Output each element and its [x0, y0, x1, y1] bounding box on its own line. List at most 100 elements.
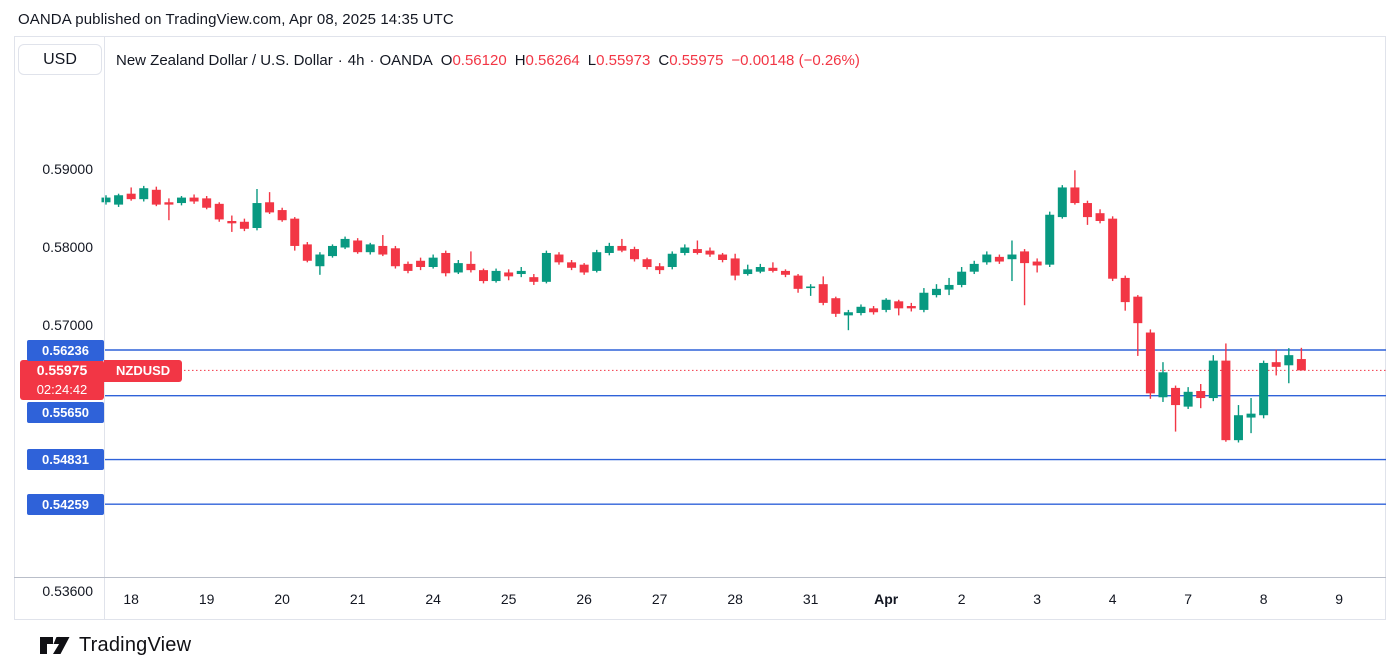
- x-axis-tick: 2: [957, 591, 966, 607]
- price-line-label[interactable]: 0.56236: [27, 339, 104, 361]
- candle-body: [290, 218, 300, 246]
- x-axis-tick: Apr: [874, 591, 899, 607]
- tradingview-logo-icon: [40, 632, 70, 659]
- symbol-title: New Zealand Dollar / U.S. Dollar: [116, 51, 333, 69]
- candle-body: [390, 248, 400, 267]
- x-axis-tick: 19: [198, 591, 215, 607]
- candle-body: [856, 306, 866, 314]
- price-line-label[interactable]: 0.54831: [27, 449, 104, 471]
- candle-body: [1133, 296, 1143, 324]
- candle-body: [881, 299, 891, 310]
- candle-body: [353, 240, 363, 253]
- title-separator: ·: [369, 51, 375, 69]
- candle-body: [1221, 360, 1231, 441]
- ohlc-close: C 0.55975: [658, 51, 724, 69]
- candle-body: [202, 198, 212, 208]
- candle-body: [516, 270, 526, 275]
- candle-body: [491, 270, 501, 282]
- candle-body: [239, 221, 249, 229]
- x-axis-tick: 7: [1184, 591, 1193, 607]
- candle-body: [793, 275, 803, 289]
- x-axis-tick: 26: [576, 591, 592, 607]
- ohlc-high: H 0.56264: [514, 51, 580, 69]
- x-axis-tick: 24: [425, 591, 441, 607]
- candle-body: [667, 253, 677, 268]
- candle-body: [176, 197, 186, 204]
- currency-toggle-button[interactable]: USD: [18, 44, 102, 75]
- candle-body: [428, 257, 438, 268]
- candle-body: [1284, 355, 1294, 366]
- symbol-price-tag: NZDUSD: [104, 359, 183, 382]
- candle-body: [478, 270, 488, 282]
- candle-body: [831, 298, 841, 314]
- candle-body: [1208, 360, 1218, 399]
- candle-body: [655, 266, 665, 271]
- candle-body: [164, 202, 174, 205]
- x-axis-tick: 28: [727, 591, 743, 607]
- candle-body: [755, 267, 765, 272]
- candle-body: [579, 264, 589, 273]
- candle-body: [1259, 362, 1269, 416]
- candle-body: [277, 210, 287, 221]
- candle-body: [327, 245, 337, 257]
- candle-body: [315, 254, 325, 267]
- candle-body: [894, 301, 904, 309]
- candle-body: [554, 254, 564, 263]
- candle-body: [982, 254, 992, 263]
- candle-body: [1070, 187, 1080, 204]
- x-axis-tick: 21: [349, 591, 366, 607]
- publisher-bar: OANDA published on TradingView.com, Apr …: [18, 11, 454, 28]
- time-scale[interactable]: [14, 577, 1386, 620]
- candle-body: [378, 245, 388, 255]
- candle-body: [680, 247, 690, 253]
- x-axis-tick: 8: [1259, 591, 1268, 607]
- candle-body: [453, 263, 463, 273]
- symbol-interval: 4h: [347, 51, 365, 69]
- candle-body: [780, 270, 790, 275]
- candle-body: [906, 306, 916, 309]
- candle-body: [139, 188, 149, 200]
- y-axis-tick: 0.59000: [42, 161, 93, 178]
- candle-body: [705, 250, 715, 255]
- candle-body: [617, 245, 627, 251]
- chart-frame: [14, 36, 1386, 620]
- price-line-label[interactable]: 0.55650: [27, 401, 104, 423]
- candle-body: [126, 193, 136, 200]
- tradingview-logo[interactable]: TradingView: [40, 632, 191, 659]
- candle-body: [818, 284, 828, 303]
- candle-body: [151, 189, 161, 205]
- x-axis-tick: 27: [651, 591, 668, 607]
- candle-body: [403, 263, 413, 271]
- price-line-label[interactable]: 0.54259: [27, 493, 104, 515]
- candle-body: [529, 277, 539, 282]
- candle-body: [340, 238, 350, 248]
- candle-body: [592, 252, 602, 271]
- candle-body: [843, 312, 853, 316]
- candle-body: [994, 256, 1004, 262]
- symbol-exchange: OANDA: [379, 51, 433, 69]
- candle-body: [919, 292, 929, 310]
- candle-body: [365, 244, 375, 253]
- candle-body: [1057, 187, 1067, 218]
- candle-body: [101, 197, 111, 203]
- candle-body: [692, 249, 702, 253]
- candle-body: [806, 286, 816, 289]
- candle-body: [302, 244, 312, 261]
- y-axis-tick: 0.57000: [42, 317, 93, 334]
- candle-body: [1095, 213, 1105, 221]
- candle-body: [1171, 387, 1181, 406]
- candle-body: [604, 245, 614, 253]
- bar-countdown: 02:24:42: [36, 381, 88, 397]
- candle-body: [1045, 214, 1055, 265]
- y-axis-tick: 0.53600: [42, 582, 93, 599]
- price-scale[interactable]: 0.59000 0.58000 0.57000 0.53600: [14, 36, 104, 598]
- candle-body: [730, 258, 740, 276]
- candle-body: [1120, 277, 1130, 303]
- ohlc-open: O 0.56120: [440, 51, 507, 69]
- candle-body: [743, 269, 753, 275]
- candle-body: [642, 259, 652, 268]
- candle-body: [718, 254, 728, 260]
- candle-body: [567, 262, 577, 268]
- candle-body: [1082, 203, 1092, 218]
